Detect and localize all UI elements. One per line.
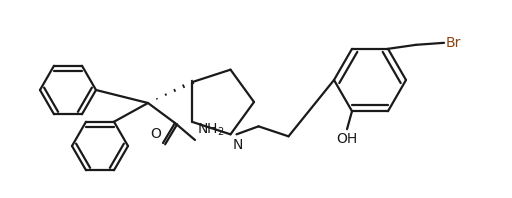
Text: OH: OH	[336, 132, 357, 146]
Text: N: N	[232, 138, 243, 152]
Text: Br: Br	[446, 36, 461, 50]
Text: NH$_2$: NH$_2$	[197, 122, 225, 138]
Text: O: O	[150, 127, 161, 141]
